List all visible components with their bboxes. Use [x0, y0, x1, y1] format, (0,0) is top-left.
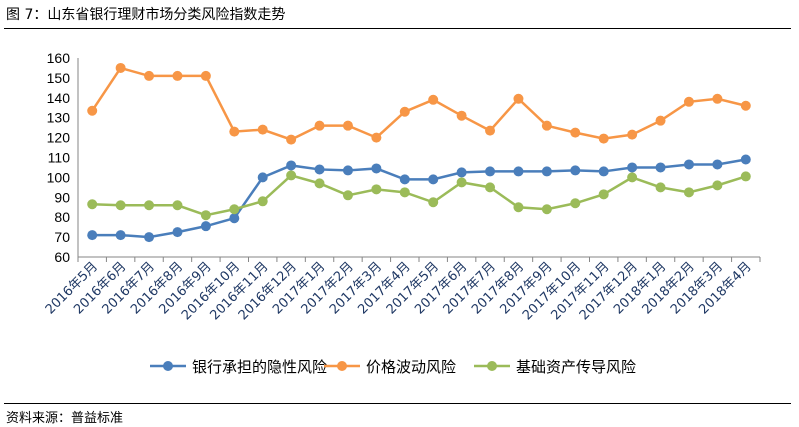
y-tick-label: 150 [47, 70, 71, 86]
data-point [485, 166, 496, 177]
data-point [200, 210, 211, 221]
legend-marker [337, 361, 347, 371]
data-point [655, 162, 666, 173]
series-line-1 [91, 66, 747, 141]
series-line-2 [92, 174, 747, 217]
data-point [87, 105, 98, 116]
data-point [428, 94, 439, 105]
y-tick-label: 80 [54, 209, 70, 225]
y-tick-label: 160 [47, 50, 71, 66]
y-tick-label: 90 [54, 189, 70, 205]
y-tick-label: 130 [47, 110, 71, 126]
data-point [200, 221, 211, 232]
data-point [541, 120, 552, 131]
data-point [570, 165, 581, 176]
data-point [740, 100, 751, 111]
data-point [683, 187, 694, 198]
data-point [683, 96, 694, 107]
data-point [428, 174, 439, 185]
legend-marker [487, 361, 497, 371]
data-point [172, 200, 183, 211]
data-point [342, 120, 353, 131]
data-point [371, 132, 382, 143]
chart-title: 图 7：山东省银行理财市场分类风险指数走势 [6, 7, 286, 23]
data-point [257, 196, 268, 207]
data-point [286, 170, 297, 181]
data-point [87, 199, 98, 210]
data-point [144, 200, 155, 211]
data-point [371, 184, 382, 195]
y-tick-label: 140 [47, 90, 71, 106]
data-point [286, 160, 297, 171]
data-point [115, 62, 126, 73]
legend-label: 价格波动风险 [366, 358, 456, 376]
y-tick-label: 60 [54, 249, 70, 265]
y-tick-label: 100 [47, 169, 71, 185]
data-point [740, 171, 751, 182]
data-point [712, 93, 723, 104]
y-tick-label: 110 [48, 150, 71, 166]
data-point [428, 197, 439, 208]
data-point [342, 190, 353, 201]
legend-label: 银行承担的隐性风险 [192, 358, 327, 376]
data-point [655, 115, 666, 126]
data-point [513, 202, 524, 213]
data-point [229, 204, 240, 215]
data-point [541, 204, 552, 215]
data-point [314, 164, 325, 175]
data-point [740, 154, 751, 165]
data-point [456, 167, 467, 178]
data-point [399, 106, 410, 117]
data-point [627, 172, 638, 183]
data-point [399, 187, 410, 198]
data-point [513, 93, 524, 104]
data-point [257, 172, 268, 183]
y-tick-label: 120 [47, 130, 71, 146]
data-point [655, 182, 666, 193]
legend-label: 基础资产传导风险 [516, 358, 636, 376]
footer-divider [4, 403, 791, 404]
data-point [456, 177, 467, 188]
legend-marker [163, 361, 173, 371]
data-point [513, 166, 524, 177]
data-point [144, 70, 155, 81]
data-point [598, 166, 609, 177]
data-point [172, 227, 183, 238]
data-point [485, 182, 496, 193]
data-point [683, 159, 694, 170]
data-point [314, 120, 325, 131]
data-point [229, 213, 240, 224]
data-point [172, 70, 183, 81]
data-point [200, 70, 211, 81]
data-point [485, 125, 496, 136]
data-point [371, 163, 382, 174]
data-point [144, 232, 155, 243]
data-point [314, 178, 325, 189]
data-point [87, 230, 98, 241]
data-point [286, 134, 297, 145]
data-point [399, 174, 410, 185]
data-point [627, 162, 638, 173]
data-point [598, 133, 609, 144]
source-note: 资料来源：普益标准 [6, 411, 124, 426]
data-point [570, 198, 581, 209]
data-point [598, 189, 609, 200]
data-point [456, 110, 467, 121]
data-point [712, 159, 723, 170]
data-point [541, 166, 552, 177]
data-point [257, 124, 268, 135]
data-point [115, 200, 126, 211]
data-point [627, 129, 638, 140]
data-point [570, 127, 581, 138]
title-divider [4, 28, 791, 29]
data-point [342, 165, 353, 176]
data-point [712, 180, 723, 191]
data-point [229, 126, 240, 137]
y-tick-label: 70 [54, 229, 70, 245]
data-point [115, 230, 126, 241]
